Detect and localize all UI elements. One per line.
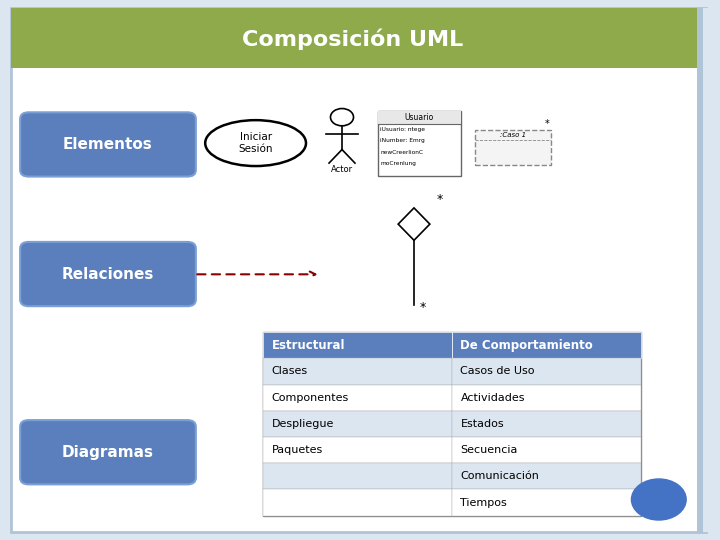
Text: Usuario: Usuario xyxy=(405,113,434,122)
FancyBboxPatch shape xyxy=(263,437,452,463)
Text: Componentes: Componentes xyxy=(271,393,348,403)
FancyBboxPatch shape xyxy=(263,411,452,437)
FancyBboxPatch shape xyxy=(263,463,452,489)
FancyBboxPatch shape xyxy=(452,463,641,489)
Text: iNumber: Emrg: iNumber: Emrg xyxy=(380,138,425,143)
Text: Relaciones: Relaciones xyxy=(62,267,154,281)
Text: *: * xyxy=(420,300,426,314)
Text: Actor: Actor xyxy=(331,165,353,174)
Text: Composición UML: Composición UML xyxy=(242,28,464,50)
FancyBboxPatch shape xyxy=(378,111,461,176)
Text: Diagramas: Diagramas xyxy=(62,445,154,460)
FancyBboxPatch shape xyxy=(20,242,196,306)
Text: moCrenlung: moCrenlung xyxy=(380,161,416,166)
FancyBboxPatch shape xyxy=(452,332,641,359)
FancyBboxPatch shape xyxy=(263,359,452,384)
Text: Actividades: Actividades xyxy=(461,393,525,403)
Text: Despliegue: Despliegue xyxy=(271,419,334,429)
FancyBboxPatch shape xyxy=(11,8,706,532)
FancyBboxPatch shape xyxy=(452,359,641,384)
Text: *: * xyxy=(437,192,444,206)
Text: De Comportamiento: De Comportamiento xyxy=(461,339,593,352)
Text: Estructural: Estructural xyxy=(271,339,345,352)
Text: Paquetes: Paquetes xyxy=(271,445,323,455)
FancyBboxPatch shape xyxy=(378,111,461,124)
Circle shape xyxy=(631,479,686,520)
Text: iUsuario: ntege: iUsuario: ntege xyxy=(380,127,425,132)
Text: Secuencia: Secuencia xyxy=(461,445,518,455)
FancyBboxPatch shape xyxy=(452,437,641,463)
FancyBboxPatch shape xyxy=(697,8,703,532)
FancyBboxPatch shape xyxy=(703,8,709,532)
FancyBboxPatch shape xyxy=(452,384,641,411)
FancyBboxPatch shape xyxy=(263,332,452,359)
FancyBboxPatch shape xyxy=(475,130,551,165)
FancyBboxPatch shape xyxy=(452,411,641,437)
Text: :Caso 1: :Caso 1 xyxy=(500,132,526,138)
Text: Comunicación: Comunicación xyxy=(461,471,539,481)
Text: Iniciar
Sesión: Iniciar Sesión xyxy=(238,132,273,154)
FancyBboxPatch shape xyxy=(263,489,452,516)
FancyBboxPatch shape xyxy=(20,112,196,177)
Text: Estados: Estados xyxy=(461,419,504,429)
Text: Casos de Uso: Casos de Uso xyxy=(461,367,535,376)
Text: Clases: Clases xyxy=(271,367,307,376)
Ellipse shape xyxy=(205,120,306,166)
Text: Tiempos: Tiempos xyxy=(461,497,507,508)
FancyBboxPatch shape xyxy=(20,420,196,484)
FancyBboxPatch shape xyxy=(263,332,641,516)
Text: newCreerlionC: newCreerlionC xyxy=(380,150,423,154)
Text: Elementos: Elementos xyxy=(63,137,153,152)
FancyBboxPatch shape xyxy=(263,384,452,411)
FancyBboxPatch shape xyxy=(11,8,697,68)
FancyBboxPatch shape xyxy=(452,489,641,516)
Text: *: * xyxy=(545,119,549,129)
